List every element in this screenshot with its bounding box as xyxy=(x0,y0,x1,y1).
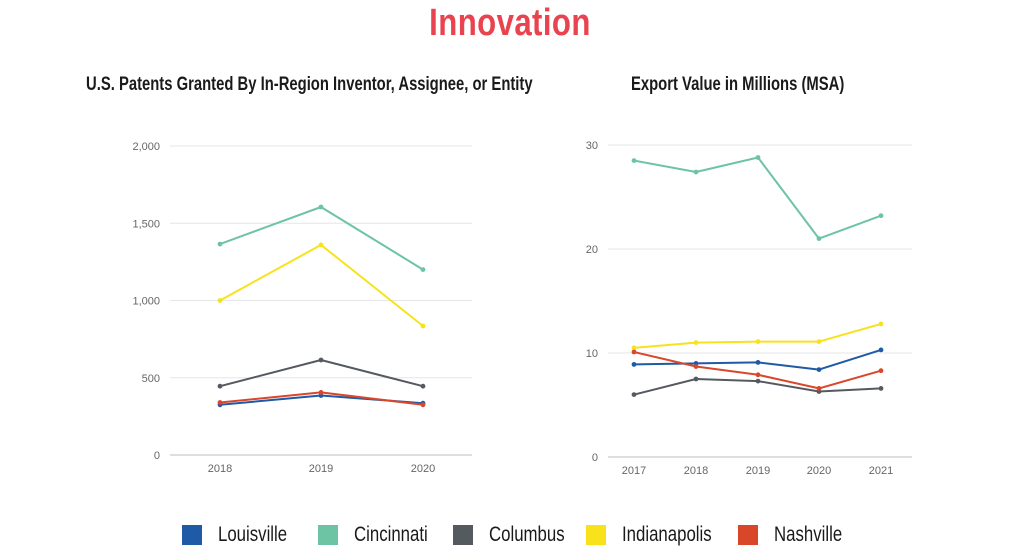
y-tick-label: 20 xyxy=(586,244,598,256)
data-point-indianapolis xyxy=(420,323,426,329)
data-point-indianapolis xyxy=(816,339,822,344)
legend: Louisville Cincinnati Columbus Indianapo… xyxy=(0,520,1020,550)
data-point-indianapolis xyxy=(878,321,884,327)
data-point-nashville xyxy=(420,402,426,408)
x-tick-label: 2018 xyxy=(684,465,708,477)
data-point-louisville xyxy=(755,360,761,365)
data-point-louisville xyxy=(816,367,822,372)
y-tick-label: 10 xyxy=(586,348,598,360)
data-point-nashville xyxy=(217,400,223,405)
data-point-nashville xyxy=(755,372,761,378)
data-point-nashville xyxy=(631,349,637,355)
data-point-indianapolis xyxy=(318,242,324,248)
x-tick-label: 2017 xyxy=(622,465,646,477)
chart-title-exports: Export Value in Millions (MSA) xyxy=(631,74,845,95)
legend-item-indianapolis: Indianapolis xyxy=(586,520,734,550)
data-point-columbus xyxy=(693,376,699,382)
data-point-nashville xyxy=(816,386,822,391)
data-point-cincinnati xyxy=(318,204,324,210)
y-tick-label: 2,000 xyxy=(132,141,160,153)
x-tick-label: 2020 xyxy=(411,463,435,475)
legend-swatch xyxy=(182,525,202,545)
legend-swatch xyxy=(738,525,758,545)
legend-label: Cincinnati xyxy=(354,523,428,546)
legend-swatch xyxy=(586,525,606,545)
data-point-cincinnati xyxy=(217,241,223,247)
x-tick-label: 2020 xyxy=(807,465,831,477)
legend-label: Columbus xyxy=(489,523,565,546)
y-tick-label: 30 xyxy=(586,140,598,152)
legend-item-cincinnati: Cincinnati xyxy=(318,520,446,550)
data-point-cincinnati xyxy=(878,213,884,219)
page-title: Innovation xyxy=(429,2,591,44)
data-point-indianapolis xyxy=(217,298,223,303)
data-point-louisville xyxy=(631,362,637,367)
x-tick-label: 2019 xyxy=(746,465,770,477)
data-point-columbus xyxy=(755,378,761,384)
y-tick-label: 0 xyxy=(592,452,598,464)
legend-label: Louisville xyxy=(218,523,288,546)
data-point-cincinnati xyxy=(631,158,637,164)
x-tick-label: 2021 xyxy=(869,465,893,477)
y-tick-label: 0 xyxy=(154,450,160,462)
legend-item-nashville: Nashville xyxy=(738,520,859,550)
data-point-indianapolis xyxy=(631,345,637,351)
legend-label: Indianapolis xyxy=(622,523,712,546)
data-point-cincinnati xyxy=(816,236,822,242)
chart-title-patents: U.S. Patents Granted By In-Region Invent… xyxy=(86,74,533,95)
x-tick-label: 2019 xyxy=(309,463,333,475)
y-tick-label: 1,500 xyxy=(132,218,160,230)
data-point-louisville xyxy=(878,347,884,353)
legend-swatch xyxy=(318,525,338,545)
data-point-cincinnati xyxy=(755,155,761,160)
legend-item-columbus: Columbus xyxy=(453,520,584,550)
series-line-cincinnati xyxy=(633,156,882,240)
x-tick-label: 2018 xyxy=(208,463,232,475)
data-point-cincinnati xyxy=(420,267,426,272)
data-point-columbus xyxy=(631,392,637,397)
data-point-nashville xyxy=(318,390,324,395)
legend-item-louisville: Louisville xyxy=(182,520,304,550)
data-point-indianapolis xyxy=(755,339,761,344)
data-point-indianapolis xyxy=(693,340,699,345)
data-point-nashville xyxy=(878,368,884,374)
y-tick-label: 1,000 xyxy=(132,296,160,308)
data-point-columbus xyxy=(217,383,223,389)
data-point-columbus xyxy=(318,357,324,363)
data-point-nashville xyxy=(693,364,699,369)
legend-label: Nashville xyxy=(774,523,843,546)
data-point-columbus xyxy=(420,383,426,389)
data-point-cincinnati xyxy=(693,169,699,175)
y-tick-label: 500 xyxy=(142,373,160,385)
series-line-indianapolis xyxy=(633,322,882,349)
legend-swatch xyxy=(453,525,473,545)
data-point-columbus xyxy=(878,386,884,391)
